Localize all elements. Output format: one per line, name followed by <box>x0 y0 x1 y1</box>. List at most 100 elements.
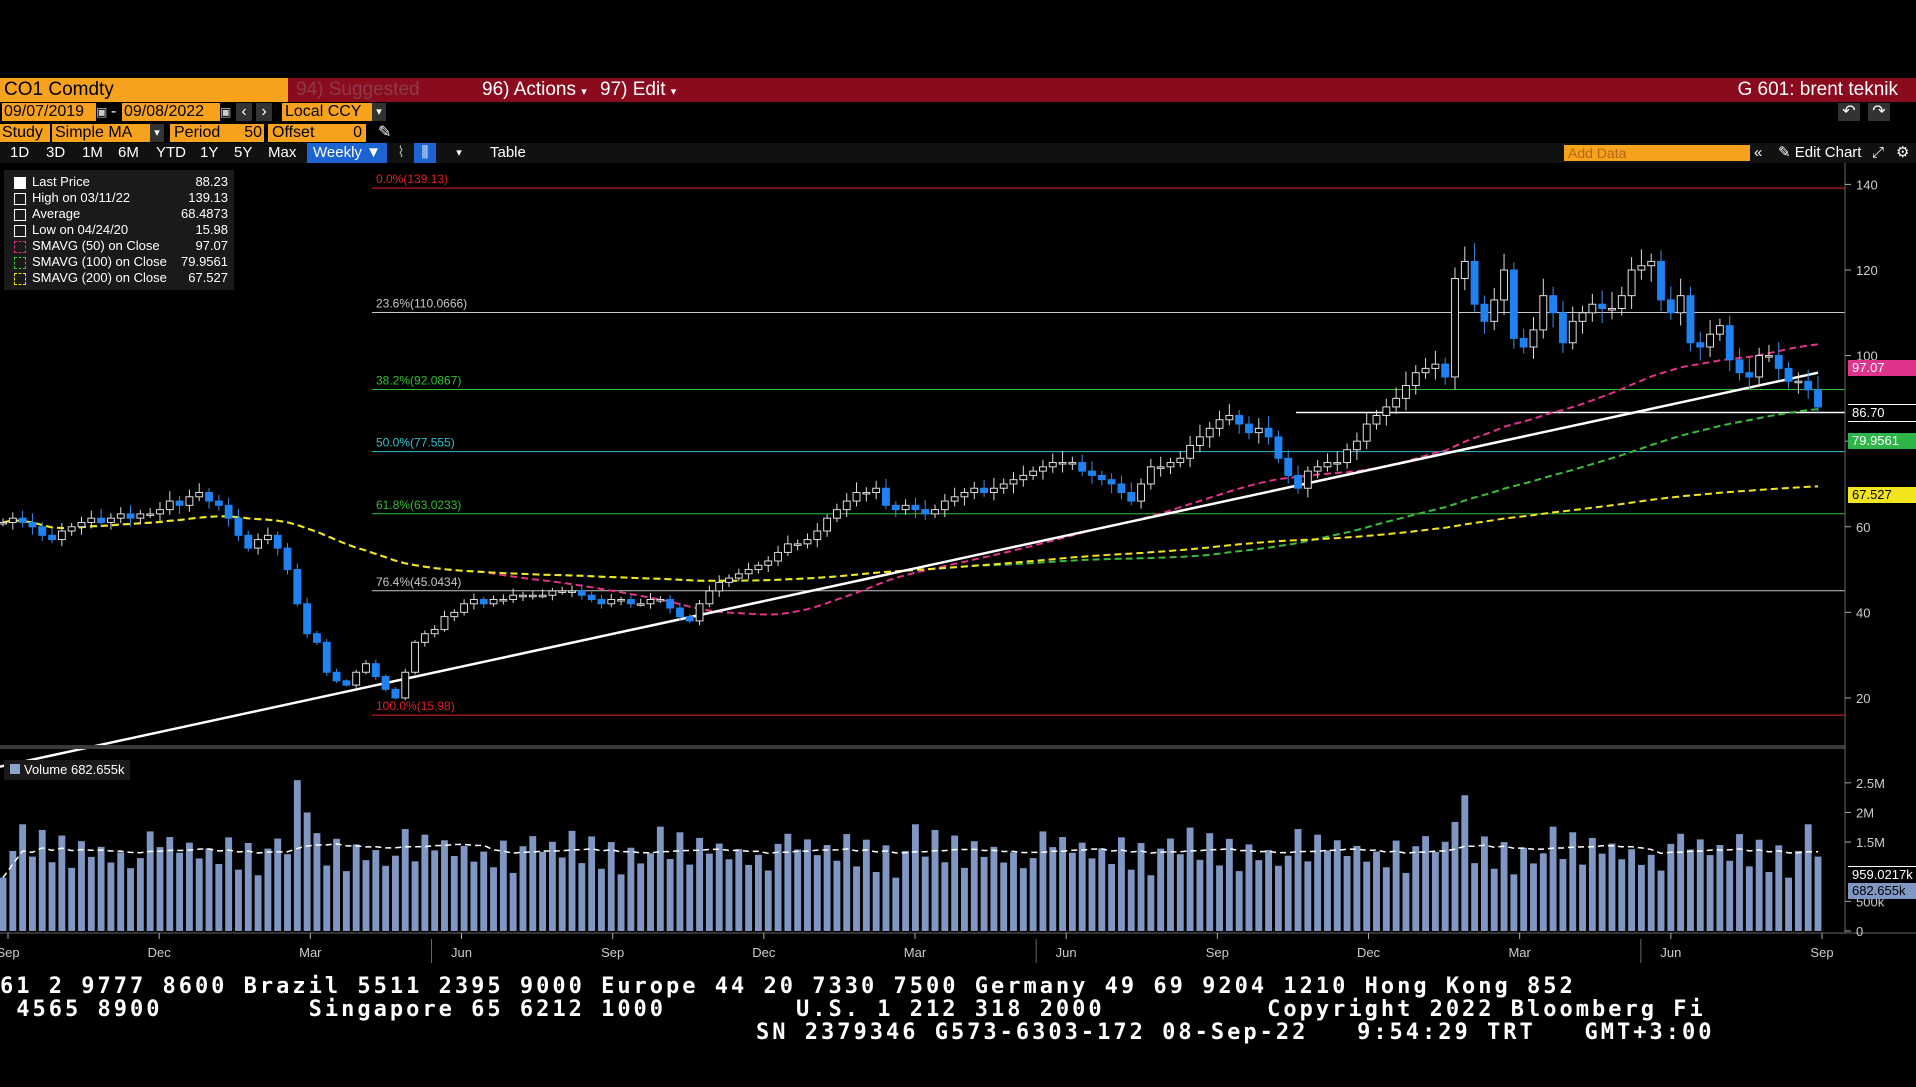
candle-body <box>734 573 743 579</box>
volume-bar <box>1785 877 1793 931</box>
x-tick-label: Sep <box>1206 945 1229 960</box>
period-input[interactable]: 50 <box>232 124 264 142</box>
chart-name: G 601: brent teknik <box>1737 79 1898 100</box>
volume-bar <box>1765 872 1773 931</box>
candle-body <box>1048 462 1057 468</box>
legend-value: 15.98 <box>195 222 228 237</box>
line-chart-icon[interactable]: ⌇ <box>397 144 405 161</box>
candle-body <box>1509 269 1518 339</box>
candle-body <box>1735 359 1744 374</box>
volume-bar <box>1500 842 1508 931</box>
resize-icon[interactable]: ⤢ <box>1872 144 1885 161</box>
volume-swatch <box>10 764 20 774</box>
volume-bar <box>951 835 959 931</box>
volume-bar <box>1059 837 1067 931</box>
candle-body <box>156 509 164 515</box>
sma-50-line <box>2 343 1819 616</box>
add-data-input[interactable]: Add Data <box>1564 145 1750 161</box>
next-period-button[interactable]: › <box>256 103 272 121</box>
undo-icon[interactable]: ↶ <box>1838 103 1860 121</box>
volume-bar <box>1157 848 1165 931</box>
gear-icon[interactable]: ⚙ <box>1896 144 1910 161</box>
currency-select[interactable]: Local CCY <box>282 103 373 121</box>
volume-bar <box>647 853 654 931</box>
range-button-5y[interactable]: 5Y <box>234 144 253 161</box>
range-button-1d[interactable]: 1D <box>10 144 30 161</box>
range-button-1y[interactable]: 1Y <box>200 144 219 161</box>
edit-chart-button[interactable]: ✎ Edit Chart <box>1778 143 1861 163</box>
volume-bar <box>784 833 792 931</box>
candle-body <box>1323 462 1332 468</box>
candle-body <box>1274 436 1283 459</box>
volume-bar <box>470 861 478 931</box>
prev-period-button[interactable]: ‹ <box>236 103 252 121</box>
candle-body <box>1784 367 1793 382</box>
range-button-ytd[interactable]: YTD <box>156 144 186 161</box>
volume-bar <box>882 845 890 931</box>
chevron-down-icon[interactable]: ▾ <box>150 124 164 142</box>
candle-body <box>695 603 704 622</box>
calendar-icon[interactable]: ▣ <box>96 105 108 119</box>
suggested-charts-button[interactable]: 94) Suggested Charts <box>296 79 420 124</box>
candle-body <box>411 641 419 673</box>
chevron-right-icon: › <box>261 103 267 120</box>
volume-bar <box>48 862 56 931</box>
table-button[interactable]: Table <box>490 144 526 161</box>
candle-body <box>342 680 351 686</box>
security-field[interactable]: CO1 Comdty <box>0 78 288 102</box>
volume-bar <box>568 830 576 931</box>
range-button-max[interactable]: Max <box>268 144 297 161</box>
candle-chart-icon[interactable]: ⫼ <box>414 143 436 163</box>
volume-bar <box>715 843 723 931</box>
date-to-field[interactable]: 09/08/2022 <box>122 103 220 121</box>
redo-icon[interactable]: ↷ <box>1868 103 1890 121</box>
pencil-icon[interactable]: ✎ <box>378 124 392 141</box>
volume-bar <box>254 875 262 931</box>
study-select[interactable]: Simple MA <box>52 124 151 142</box>
candle-body <box>1264 427 1273 438</box>
range-button-6m[interactable]: 6M <box>118 144 139 161</box>
collapse-icon[interactable]: « <box>1754 144 1763 161</box>
candle-body <box>1696 342 1705 348</box>
price-chart[interactable]: 0.0%(139.13) 23.6%(110.0666) 38.2%(92.0867… <box>0 163 1916 963</box>
chevron-down-icon[interactable]: ▾ <box>456 147 462 159</box>
candle-body <box>509 594 518 600</box>
candle-body <box>1578 312 1587 322</box>
range-button-3d[interactable]: 3D <box>46 144 66 161</box>
candle-body <box>1205 427 1214 438</box>
candle-body <box>725 577 733 583</box>
legend-value: 139.13 <box>188 190 228 205</box>
actions-menu[interactable]: 96) Actions ▾ <box>478 78 594 102</box>
candle-body <box>774 551 782 562</box>
candle-body <box>1765 355 1773 358</box>
candle-body <box>313 633 321 643</box>
volume-bar <box>1304 861 1312 931</box>
date-from-field[interactable]: 09/07/2019 <box>2 103 96 121</box>
candle-body <box>744 569 753 575</box>
candle-body <box>1372 414 1381 425</box>
candle-body <box>469 599 478 605</box>
candle-body <box>18 517 27 523</box>
volume-bar <box>1402 872 1410 931</box>
candle-body <box>823 517 832 532</box>
offset-input[interactable]: 0 <box>330 124 366 142</box>
volume-bar <box>156 847 164 931</box>
volume-bar <box>637 863 645 931</box>
candle-body <box>1470 260 1479 305</box>
volume-bar <box>480 851 488 931</box>
volume-bar <box>607 842 615 931</box>
candle-body <box>1617 295 1626 309</box>
candle-body <box>626 599 635 605</box>
range-button-1m[interactable]: 1M <box>82 144 103 161</box>
volume-bar <box>87 856 95 931</box>
candle-body <box>77 521 86 528</box>
fib-label: 76.4%(45.0434) <box>376 575 461 589</box>
chevron-down-icon[interactable]: ▾ <box>372 103 386 121</box>
volume-bar <box>1324 850 1331 931</box>
offset-label: Offset <box>268 124 330 142</box>
calendar-icon[interactable]: ▣ <box>220 105 232 119</box>
volume-bar <box>833 860 841 931</box>
frequency-select[interactable]: Weekly ▼ <box>307 143 387 163</box>
edit-menu[interactable]: 97) Edit ▾ <box>596 78 682 102</box>
candle-body <box>1725 325 1734 361</box>
